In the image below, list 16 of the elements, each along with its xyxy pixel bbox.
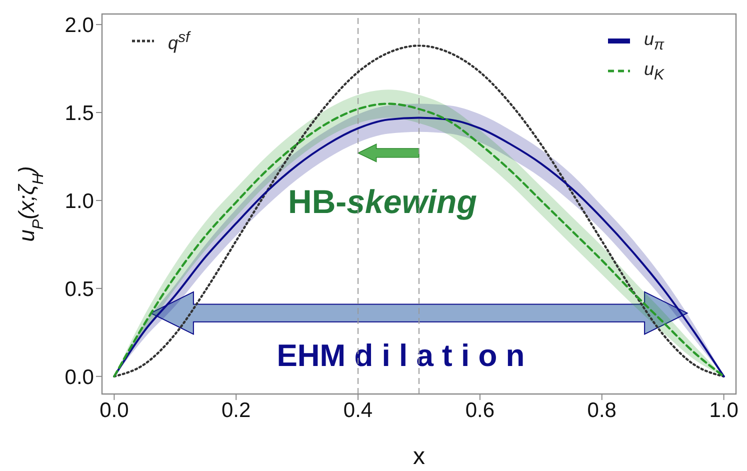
annotation: HB-skewing <box>288 182 477 220</box>
x-tick-label: 0.2 <box>222 398 251 422</box>
y-tick-label: 0.5 <box>64 278 94 301</box>
x-tick-label: 0.6 <box>465 398 495 422</box>
x-tick-label: 0.4 <box>343 398 373 422</box>
x-tick-label: 0.8 <box>587 398 616 422</box>
legend-label: u$_{π}$ <box>644 28 664 54</box>
legend-label: q$^{sf}$ <box>168 28 190 54</box>
y-tick-label: 1.0 <box>64 190 94 213</box>
y-tick-label: 2.0 <box>64 14 94 38</box>
legend-label: u$_{K}$ <box>644 58 664 84</box>
x-tick-label: 0.0 <box>100 398 129 422</box>
y-tick-label: 1.5 <box>64 102 94 125</box>
y-tick-label: 0.0 <box>64 366 94 389</box>
x-tick-label: 1.0 <box>709 398 738 422</box>
x-axis-title: x <box>413 443 425 470</box>
